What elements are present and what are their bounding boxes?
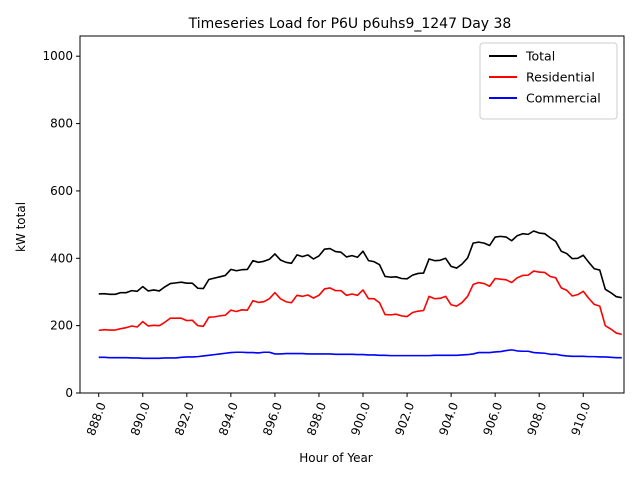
y-axis: 0 200 400 600 800 1000	[42, 49, 80, 400]
y-tick-label: 800	[50, 117, 73, 131]
series-line-commercial	[98, 349, 622, 360]
plot-area	[79, 35, 625, 394]
legend-label-total: Total	[525, 49, 555, 64]
x-axis-label: Hour of Year	[299, 451, 373, 465]
legend-box	[479, 42, 618, 120]
y-axis-label: kW total	[14, 202, 28, 252]
y-tick-label: 1000	[42, 49, 73, 63]
series-line-residential	[98, 270, 622, 336]
y-tick-label: 600	[50, 184, 73, 198]
plot-frame	[79, 35, 625, 394]
chart-title: Timeseries Load for P6U p6uhs9_1247 Day …	[188, 16, 512, 32]
y-tick-label: 400	[50, 251, 73, 265]
series-lines	[98, 230, 622, 360]
series-line-total	[98, 230, 622, 299]
legend: Total Residential Commercial	[479, 42, 618, 120]
y-tick-label: 0	[65, 386, 73, 400]
legend-label-residential: Residential	[526, 70, 595, 85]
y-tick-label: 200	[50, 319, 73, 333]
legend-label-commercial: Commercial	[526, 91, 601, 106]
